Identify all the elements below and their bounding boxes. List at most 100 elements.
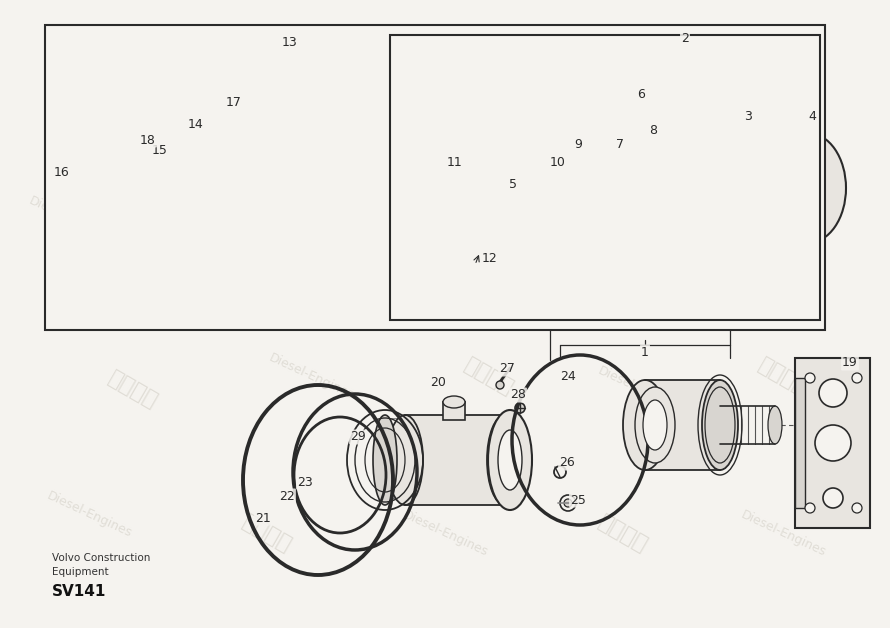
Ellipse shape: [505, 175, 515, 215]
Circle shape: [852, 373, 862, 383]
Text: Diesel-Engines: Diesel-Engines: [44, 489, 134, 541]
Text: Diesel-Engines: Diesel-Engines: [739, 508, 828, 560]
Circle shape: [135, 193, 143, 202]
Text: 9: 9: [574, 139, 582, 151]
Circle shape: [167, 147, 177, 157]
Text: 16: 16: [54, 166, 70, 178]
Ellipse shape: [623, 380, 667, 470]
Text: 8: 8: [649, 124, 657, 136]
Text: 紫发动力: 紫发动力: [755, 355, 812, 399]
Ellipse shape: [599, 154, 611, 162]
Ellipse shape: [614, 185, 626, 193]
Ellipse shape: [405, 138, 505, 262]
Text: 紫发动力: 紫发动力: [595, 512, 651, 556]
Circle shape: [175, 205, 183, 213]
Text: SV141: SV141: [52, 585, 107, 600]
Bar: [614, 161, 626, 189]
Text: 紫发动力: 紫发动力: [105, 367, 162, 411]
Text: 15: 15: [152, 144, 168, 156]
Ellipse shape: [443, 396, 465, 408]
Bar: [270, 141, 325, 169]
Circle shape: [481, 186, 495, 200]
Bar: [609, 176, 621, 204]
Circle shape: [554, 466, 566, 478]
Bar: [645, 380, 720, 470]
Text: 20: 20: [430, 377, 446, 389]
Circle shape: [823, 488, 843, 508]
Circle shape: [474, 264, 482, 272]
Circle shape: [819, 379, 847, 407]
Ellipse shape: [592, 220, 604, 228]
Bar: [510, 175, 528, 215]
Text: 29: 29: [350, 431, 366, 443]
Ellipse shape: [579, 174, 591, 182]
Ellipse shape: [702, 380, 738, 470]
Circle shape: [852, 503, 862, 513]
Text: 26: 26: [559, 457, 575, 470]
Text: 13: 13: [282, 36, 298, 48]
Ellipse shape: [707, 154, 763, 222]
Text: Diesel-Engines: Diesel-Engines: [222, 24, 312, 76]
Ellipse shape: [523, 175, 533, 215]
Bar: [579, 178, 591, 206]
Ellipse shape: [592, 192, 604, 200]
Circle shape: [135, 165, 143, 173]
Ellipse shape: [373, 415, 397, 505]
Ellipse shape: [584, 157, 596, 165]
Ellipse shape: [498, 430, 522, 490]
Text: Equipment: Equipment: [52, 567, 109, 577]
Circle shape: [213, 203, 222, 214]
Circle shape: [190, 135, 200, 145]
Text: 22: 22: [279, 489, 295, 502]
Text: 17: 17: [226, 97, 242, 109]
Bar: [599, 158, 611, 186]
Text: 23: 23: [297, 475, 313, 489]
Circle shape: [805, 373, 815, 383]
Bar: [215, 139, 275, 171]
Text: 7: 7: [616, 139, 624, 151]
Circle shape: [185, 179, 193, 187]
Text: Volvo Construction: Volvo Construction: [52, 553, 150, 563]
Text: 28: 28: [510, 389, 526, 401]
Ellipse shape: [599, 182, 611, 190]
Circle shape: [167, 203, 177, 214]
Ellipse shape: [153, 128, 237, 232]
Text: Diesel-Engines: Diesel-Engines: [668, 213, 756, 264]
Ellipse shape: [292, 133, 348, 177]
Bar: [795, 378, 805, 508]
Circle shape: [815, 425, 851, 461]
Ellipse shape: [267, 133, 283, 177]
Ellipse shape: [635, 387, 675, 463]
Text: 21: 21: [255, 511, 271, 524]
Text: Diesel-Engines: Diesel-Engines: [596, 364, 685, 415]
Circle shape: [190, 215, 200, 225]
Text: 1: 1: [641, 345, 649, 359]
Ellipse shape: [594, 200, 606, 208]
Circle shape: [175, 153, 183, 161]
Ellipse shape: [487, 415, 523, 505]
Text: 紫发动力: 紫发动力: [194, 217, 251, 261]
Ellipse shape: [387, 415, 423, 505]
Circle shape: [496, 381, 504, 389]
Bar: [795, 358, 870, 528]
Circle shape: [446, 191, 464, 209]
Ellipse shape: [614, 157, 626, 165]
Bar: [390, 35, 820, 320]
Ellipse shape: [770, 133, 846, 243]
Ellipse shape: [208, 139, 222, 171]
Ellipse shape: [643, 400, 667, 450]
Bar: [45, 25, 825, 330]
Circle shape: [692, 154, 709, 173]
Circle shape: [726, 130, 744, 148]
Text: 紫发动力: 紫发动力: [461, 355, 518, 399]
Ellipse shape: [280, 133, 296, 177]
Circle shape: [541, 190, 555, 204]
Circle shape: [805, 503, 815, 513]
Text: Diesel-Engines: Diesel-Engines: [561, 24, 650, 76]
Circle shape: [419, 214, 433, 227]
Bar: [584, 161, 596, 189]
Circle shape: [158, 175, 168, 185]
Circle shape: [448, 152, 462, 166]
Circle shape: [692, 203, 709, 222]
Circle shape: [153, 211, 161, 219]
